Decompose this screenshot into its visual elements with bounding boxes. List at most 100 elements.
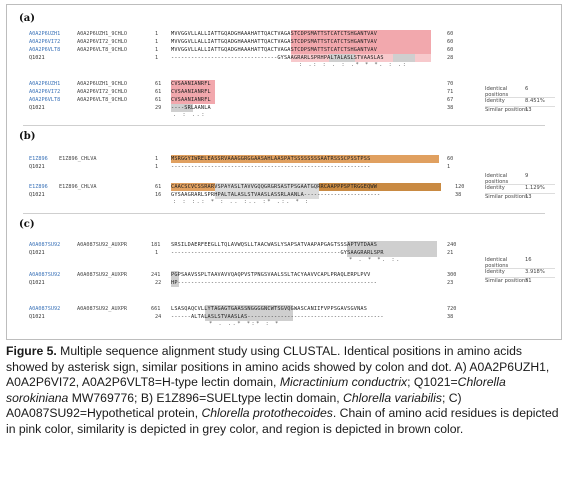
end-position: 60 — [447, 31, 454, 37]
panel-a-block-2: A0A2P6UZH1 A0A2P6UZH1_9CHLO 61 CVSAANIAN… — [29, 80, 559, 128]
highlight-grey — [347, 241, 437, 257]
caption-text: ; Q1021= — [407, 375, 458, 390]
panel-c-block-3: A0A087SU92 A0A087SU92_AUXPR 661 LSASQAQC… — [29, 305, 549, 333]
accession-link[interactable]: E1Z896 — [29, 156, 48, 162]
accession-label: Q1021 — [29, 250, 45, 256]
stat-value: 13 — [525, 194, 532, 200]
panel-c-block-2: A0A087SU92 A0A087SU92_AUXPR 241 PGPSAAVS… — [29, 257, 559, 301]
end-position: 60 — [447, 156, 454, 162]
accession-link[interactable]: A0A2P6VI72 — [29, 39, 61, 45]
accession-link[interactable]: A0A087SU92 — [29, 272, 61, 278]
accession-link[interactable]: A0A087SU92 — [29, 306, 61, 312]
sequence-row: E1Z896 E1Z896_CHLVA 1 MSRGGYIWRELEASSRVA… — [29, 155, 549, 163]
species-name: Chlorella variabilis — [343, 390, 442, 405]
entry-name: A0A087SU92_AUXPR — [77, 272, 127, 278]
panel-divider — [23, 125, 545, 126]
caption-text: MW769776; B) E1Z896=SUELtype lectin doma… — [68, 390, 344, 405]
sequence-row: Q1021 24 ------ALTALASLSTVAASLAS--------… — [29, 313, 549, 321]
entry-name: A0A2P6VLT8_9CHLO — [77, 97, 127, 103]
accession-link[interactable]: A0A2P6VLT8 — [29, 47, 61, 53]
sequence-row: A0A2P6VLT8 A0A2P6VLT8_9CHLO 1 MVVGGVLLAL… — [29, 46, 549, 54]
highlight-pink — [291, 30, 431, 54]
sequence: HP--------------------------------------… — [171, 280, 378, 286]
end-position: 240 — [447, 242, 457, 248]
stat-label-2: positions — [485, 263, 509, 269]
end-position: 38 — [447, 105, 454, 111]
alignment-figure: (a) A0A2P6UZH1 A0A2P6UZH1_9CHLO 1 MVVGGV… — [6, 4, 562, 340]
panel-a-block-1: A0A2P6UZH1 A0A2P6UZH1_9CHLO 1 MVVGGVLLAL… — [29, 30, 549, 80]
accession-link[interactable]: E1Z896 — [29, 184, 48, 190]
end-position: 120 — [455, 184, 465, 190]
stat-identity: Identity 8.451% — [485, 98, 555, 107]
highlight-grey — [171, 271, 179, 287]
caption-text: Multiple sequence alignment study using … — [6, 344, 550, 390]
stat-similar: Similar positions 31 — [485, 278, 555, 287]
sequence-row: E1Z896 E1Z896_CHLVA 61 CAACSCVCSSRARVSPA… — [29, 183, 549, 191]
entry-name: E1Z896_CHLVA — [59, 156, 97, 162]
alignment-stats: Identical 16 positions Identity 3.918% S… — [485, 257, 555, 287]
stat-value: 1.129% — [525, 185, 545, 191]
caption-text: ; C) A0A087SU92=Hypothetical protein, — [6, 390, 462, 421]
panel-b-label: (b) — [19, 131, 36, 142]
sequence-row: A0A2P6VI72 A0A2P6VI72_9CHLO 61 CVSAANIAN… — [29, 88, 469, 96]
stat-label: Identity — [485, 98, 505, 104]
sequence-row: A0A087SU92 A0A087SU92_AUXPR 181 SRSILDAE… — [29, 241, 549, 249]
sequence: CVSAANIANRFL — [171, 97, 211, 103]
sequence-row: Q1021 1 --------------------------------… — [29, 54, 549, 62]
start-position: 61 — [155, 97, 162, 103]
sequence: --------------------------------GYSAAGRA… — [171, 55, 384, 61]
entry-name: A0A2P6VI72_9CHLO — [77, 89, 127, 95]
accession-label: Q1021 — [29, 105, 45, 111]
entry-name: A0A2P6UZH1_9CHLO — [77, 81, 127, 87]
sequence-row: A0A2P6VI72 A0A2P6VI72_9CHLO 1 MVVGGVLLAL… — [29, 38, 549, 46]
stat-identical: Identical 9 positions — [485, 173, 555, 185]
panel-b-block-1: E1Z896 E1Z896_CHLVA 1 MSRGGYIWRELEASSRVA… — [29, 155, 549, 173]
accession-link[interactable]: A0A2P6VI72 — [29, 89, 61, 95]
stat-similar: Similar positions 13 — [485, 107, 555, 116]
start-position: 24 — [155, 314, 162, 320]
sequence-row: A0A2P6UZH1 A0A2P6UZH1_9CHLO 61 CVSAANIAN… — [29, 80, 469, 88]
end-position: 720 — [447, 306, 457, 312]
highlight-brown — [171, 183, 215, 191]
end-position: 38 — [447, 314, 454, 320]
consensus-line: : : :.: * : .. :.. :* .:. * : — [173, 199, 310, 205]
sequence: ------ALTALASLSTVAASLAS-----------------… — [171, 314, 384, 320]
entry-name: A0A2P6VI72_9CHLO — [77, 39, 127, 45]
start-position: 1 — [155, 47, 159, 53]
sequence: CAACSCVCSSRARVSPAYASLTAVVGQQGRGRSASTPSGA… — [171, 184, 378, 190]
sequence-row: Q1021 29 ----SRLAANLA 38 — [29, 104, 469, 112]
caption-text: . Chain of amino acid residues is depict… — [6, 406, 559, 436]
stat-label-2: positions — [485, 179, 509, 185]
species-name: Micractinium conductrix — [279, 375, 408, 390]
accession-link[interactable]: A0A2P6UZH1 — [29, 81, 61, 87]
stat-identical: Identical 16 positions — [485, 257, 555, 269]
entry-name: A0A2P6VLT8_9CHLO — [77, 47, 127, 53]
sequence-row: Q1021 1 --------------------------------… — [29, 249, 549, 257]
start-position: 22 — [155, 280, 162, 286]
stat-value: 31 — [525, 278, 532, 284]
accession-link[interactable]: A0A2P6UZH1 — [29, 31, 61, 37]
stat-identical: Identical 6 positions — [485, 86, 555, 98]
highlight-grey — [215, 183, 319, 199]
stat-identity: Identity 1.129% — [485, 185, 555, 194]
accession-link[interactable]: A0A2P6VLT8 — [29, 97, 61, 103]
sequence: MVVGGVLLALLIATTGQADGHAAAHATTQACTVAGASTCD… — [171, 31, 378, 37]
end-position: 71 — [447, 89, 454, 95]
highlight-grey — [329, 54, 355, 62]
entry-name: A0A2P6UZH1_9CHLO — [77, 31, 127, 37]
species-name: Chlorella protothecoides — [201, 406, 333, 421]
start-position: 241 — [151, 272, 161, 278]
sequence-row: Q1021 1 --------------------------------… — [29, 163, 549, 171]
sequence: ----------------------------------------… — [171, 250, 384, 256]
end-position: 300 — [447, 272, 457, 278]
end-position: 70 — [447, 81, 454, 87]
highlight-grey — [393, 54, 415, 62]
accession-link[interactable]: A0A087SU92 — [29, 242, 61, 248]
start-position: 61 — [155, 184, 162, 190]
entry-name: A0A087SU92_AUXPR — [77, 306, 127, 312]
consensus-line: : .: : . : .* * *. : .: — [299, 62, 408, 68]
start-position: 1 — [155, 39, 159, 45]
stat-value: 16 — [525, 257, 532, 263]
sequence-row: A0A087SU92 A0A087SU92_AUXPR 241 PGPSAAVS… — [29, 271, 549, 279]
panel-c-block-1: A0A087SU92 A0A087SU92_AUXPR 181 SRSILDAE… — [29, 241, 549, 265]
